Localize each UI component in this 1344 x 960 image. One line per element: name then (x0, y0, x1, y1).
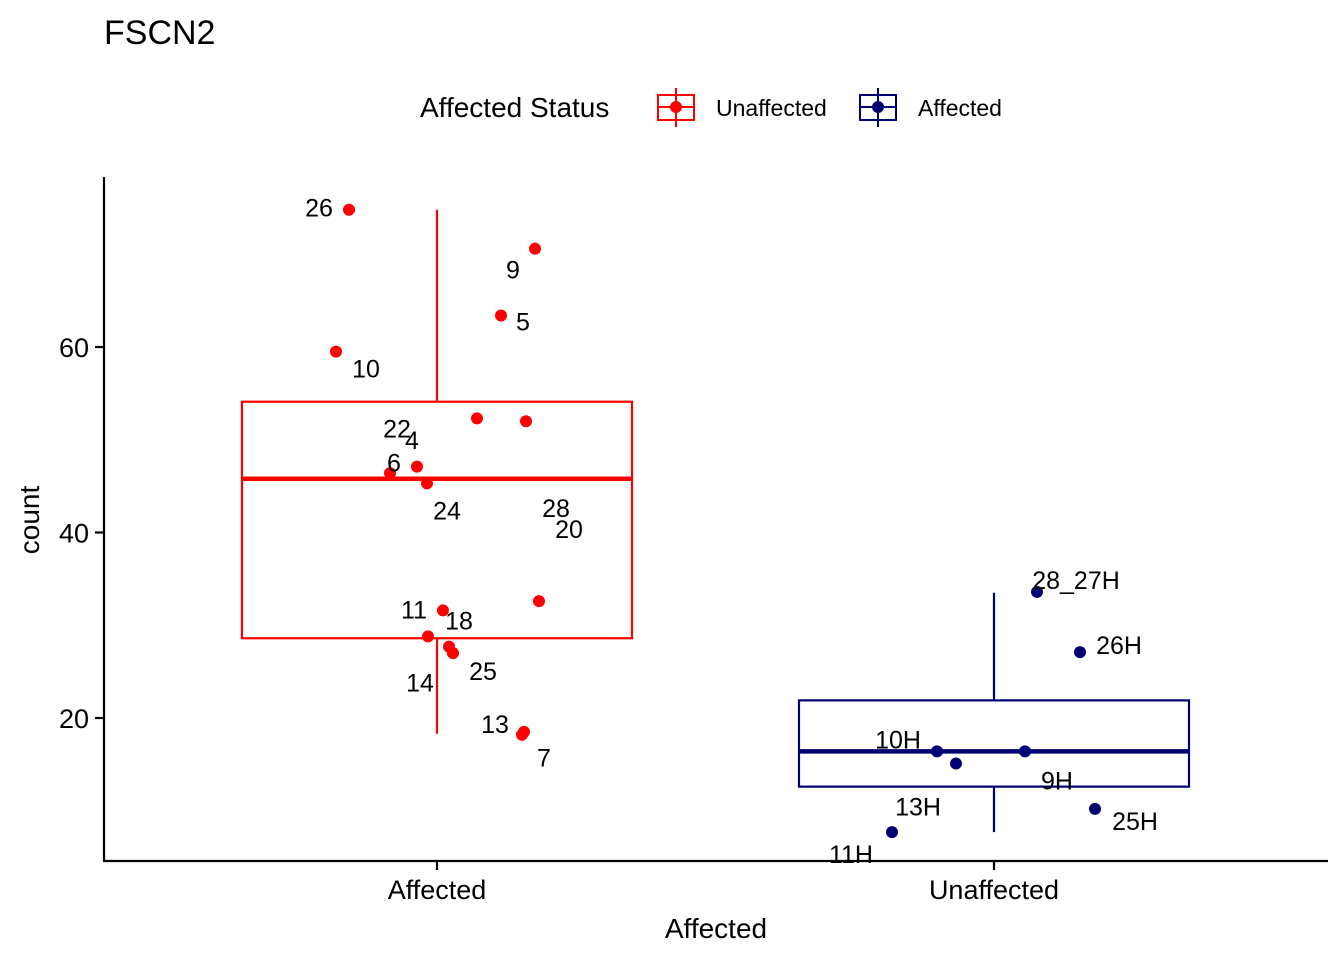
box (797, 699, 1191, 788)
data-point (422, 630, 434, 643)
x-tick-label: Unaffected (929, 875, 1059, 905)
legend-key-point (872, 101, 884, 113)
legend-label: Affected (918, 95, 1002, 121)
point-label: 9 (506, 257, 520, 285)
data-point (520, 415, 532, 428)
point-label: 25 (469, 658, 497, 686)
data-point (384, 467, 396, 480)
data-point (516, 728, 528, 741)
x-tick-label: Affected (388, 875, 487, 905)
data-point (1074, 646, 1086, 659)
point-label: 11H (829, 841, 873, 869)
data-point (447, 647, 459, 660)
point-label: 14 (406, 670, 434, 698)
series-unaffected: 28_27H 26H 10H 9H 13H 25H 11H (797, 567, 1191, 869)
point-label: 26 (305, 195, 333, 223)
point-label: 5 (516, 308, 530, 336)
point-label: 4 (405, 427, 419, 455)
point-label: 9H (1041, 767, 1073, 795)
box (240, 400, 634, 640)
point-label: 13H (895, 793, 941, 821)
data-point (471, 412, 483, 425)
y-tick-label: 20 (59, 704, 89, 734)
legend-title: Affected Status (420, 92, 609, 123)
point-label: 22 (383, 415, 411, 443)
point-label: 18 (445, 607, 473, 635)
point-label: 10 (352, 356, 380, 384)
x-axis: Affected Unaffected (103, 859, 1328, 905)
point-label: 10H (875, 726, 921, 754)
data-point (437, 604, 449, 617)
point-label: 13 (481, 711, 509, 739)
x-axis-title: Affected (665, 913, 767, 944)
legend-label: Unaffected (716, 95, 827, 121)
point-label: 20 (555, 516, 583, 544)
point-label: 26H (1096, 632, 1142, 660)
y-axis: 20 40 60 (59, 177, 106, 862)
point-label: 28_27H (1032, 567, 1120, 595)
point-label: 11 (401, 596, 427, 624)
y-tick-label: 60 (59, 333, 89, 363)
point-label: 28 (542, 495, 570, 523)
data-point (421, 477, 433, 490)
data-point (931, 745, 943, 758)
point-label: 24 (433, 497, 461, 525)
point-label: 7 (537, 745, 551, 773)
legend-key-point (670, 101, 682, 113)
data-point (330, 345, 342, 358)
data-point (886, 826, 898, 839)
data-point (343, 203, 355, 216)
data-point (950, 757, 962, 770)
data-point (495, 309, 507, 322)
data-point (1031, 585, 1043, 598)
point-label: 25H (1112, 808, 1158, 836)
data-point (1089, 802, 1101, 815)
y-tick-label: 40 (59, 519, 89, 549)
data-point (411, 460, 423, 473)
legend-entry: Affected (859, 88, 1002, 127)
data-point (1019, 745, 1031, 758)
y-axis-title: count (14, 486, 45, 555)
data-point (533, 595, 545, 608)
data-point (529, 242, 541, 255)
legend-entry: Unaffected (657, 88, 827, 127)
legend: Affected Status Unaffected Affected (420, 88, 1002, 127)
chart-title: FSCN2 (104, 14, 215, 52)
point-label: 6 (387, 450, 401, 478)
